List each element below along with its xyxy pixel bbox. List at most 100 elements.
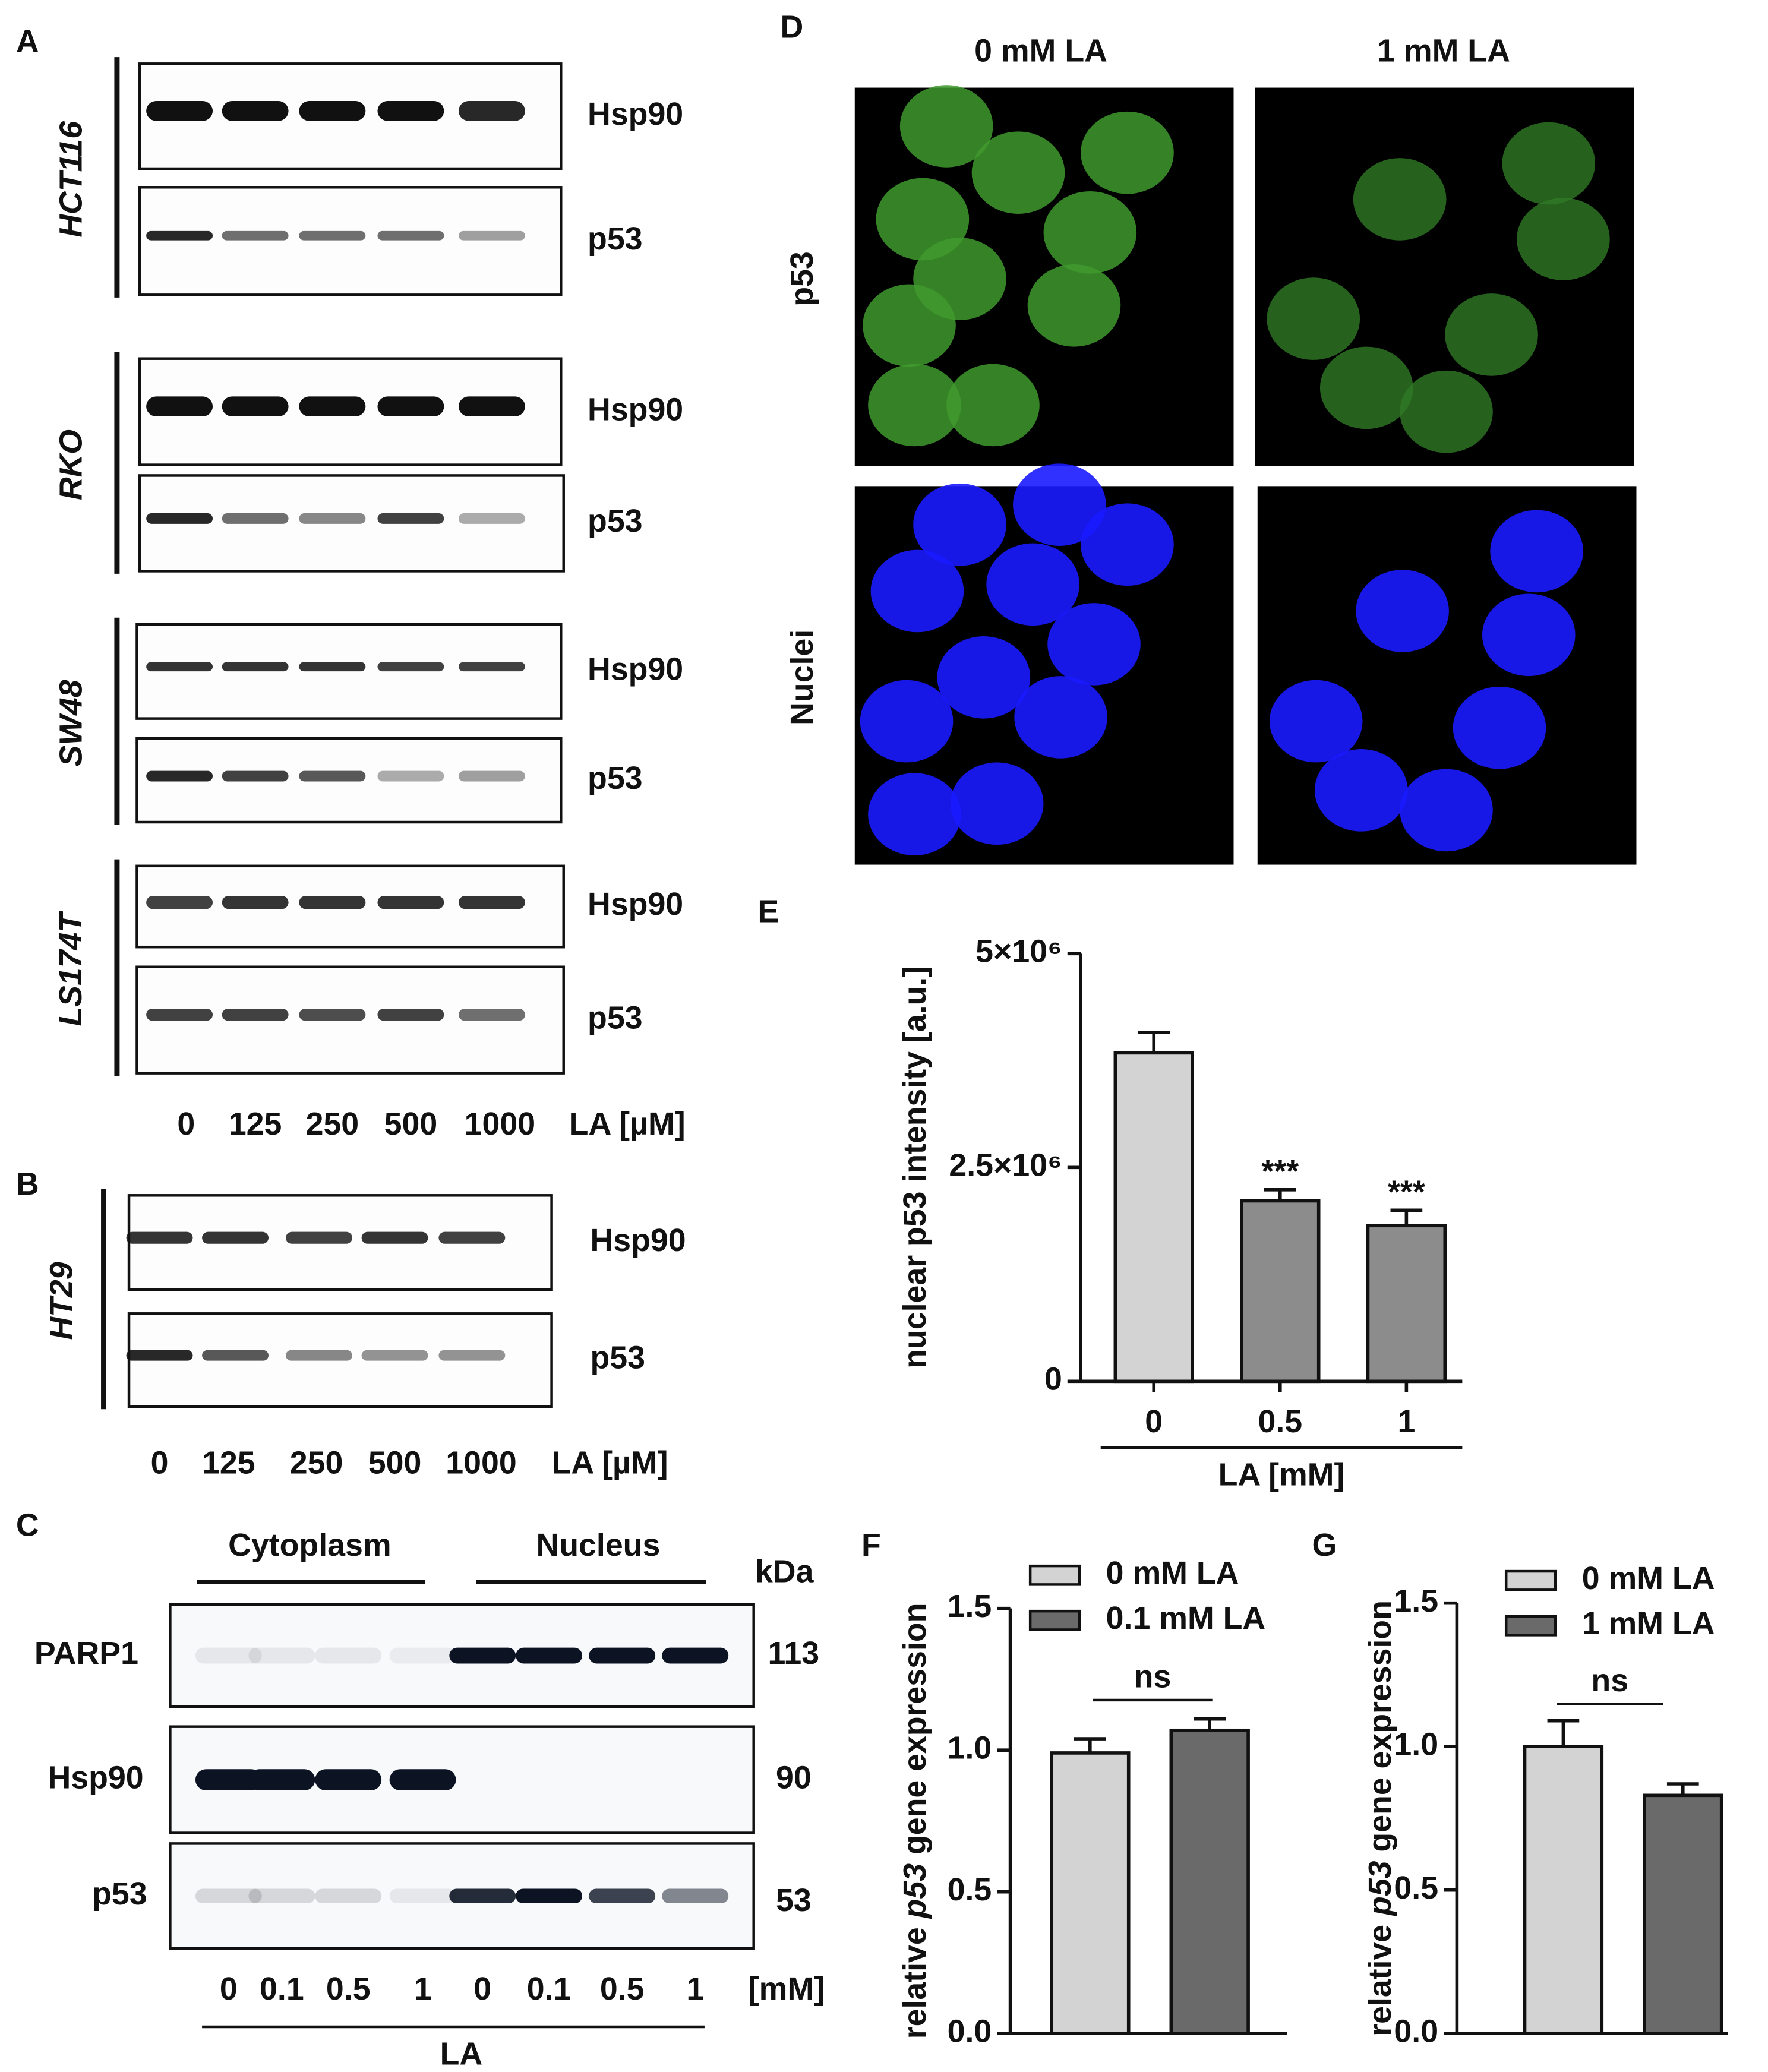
protein-label: Hsp90 — [588, 96, 683, 132]
band — [146, 662, 213, 672]
band — [299, 513, 366, 524]
protein-label: Hsp90 — [588, 651, 683, 687]
row-label: Nuclei — [784, 630, 820, 725]
bar — [1240, 1199, 1321, 1384]
band — [299, 230, 366, 241]
band — [195, 1769, 262, 1790]
panel-label: G — [1312, 1527, 1337, 1563]
panel-label: F — [861, 1527, 881, 1563]
y-axis-label-part: gene expression — [897, 1603, 933, 1863]
band — [589, 1888, 656, 1904]
lane-label: 0 — [473, 1971, 491, 2007]
blot-frame — [135, 623, 563, 720]
dose-label: 0 — [151, 1445, 169, 1480]
band — [377, 513, 444, 524]
dose-label: 250 — [306, 1106, 359, 1142]
legend-label: 0 mM LA — [1106, 1555, 1239, 1591]
panel-label: A — [16, 24, 39, 59]
band — [458, 396, 525, 416]
band — [449, 1647, 516, 1664]
cell-line-label: LS174T — [53, 911, 89, 1026]
nucleus — [950, 762, 1044, 845]
nucleus — [937, 636, 1031, 719]
protein-label: PARP1 — [34, 1635, 138, 1671]
band — [458, 230, 525, 241]
dose-label: 125 — [229, 1106, 282, 1142]
dose-label: 1000 — [465, 1106, 535, 1142]
y-axis-label-part: relative — [1362, 1916, 1398, 2036]
y-tick-label: 0.5 — [948, 1872, 992, 1907]
x-tick-label: 0 — [1145, 1404, 1163, 1439]
nucleus — [899, 85, 993, 168]
legend-label: 1 mM LA — [1582, 1606, 1715, 1641]
protein-label: Hsp90 — [588, 886, 683, 922]
band — [377, 1009, 444, 1021]
band — [458, 513, 525, 524]
y-axis-label: relative p53 gene expression — [1362, 1600, 1398, 2036]
lane-label: 0.1 — [527, 1971, 572, 2007]
protein-label: Hsp90 — [590, 1223, 686, 1258]
lane-label: 1 — [686, 1971, 704, 2007]
panel-label: E — [757, 893, 779, 929]
nucleus — [1400, 370, 1493, 453]
protein-label: p53 — [588, 503, 643, 539]
band — [662, 1888, 729, 1904]
nucleus — [1517, 198, 1610, 280]
legend-label: 0.1 mM LA — [1106, 1600, 1266, 1636]
nucleus — [1453, 686, 1546, 769]
band — [195, 1647, 262, 1664]
legend-swatch — [1504, 1569, 1557, 1591]
band — [458, 101, 525, 121]
bar — [1523, 1745, 1604, 2035]
band — [222, 230, 289, 241]
lane-label: 1 — [414, 1971, 432, 2007]
cell-line-label: RKO — [53, 429, 89, 500]
band — [516, 1888, 583, 1904]
band — [377, 396, 444, 416]
legend-swatch — [1504, 1615, 1557, 1637]
nucleus — [1314, 749, 1408, 832]
y-tick-label: 1.0 — [948, 1730, 992, 1765]
nucleus — [971, 131, 1065, 214]
band — [458, 896, 525, 909]
column-label: 1 mM LA — [1377, 33, 1510, 69]
fraction-label: Nucleus — [536, 1527, 660, 1563]
protein-label: p53 — [588, 760, 643, 796]
band — [299, 396, 366, 416]
y-tick-label: 0.5 — [1394, 1870, 1438, 1906]
band — [299, 896, 366, 909]
protein-label: Hsp90 — [48, 1760, 144, 1795]
band — [662, 1647, 729, 1664]
y-axis-label-part: p53 — [897, 1863, 933, 1920]
nucleus — [1043, 191, 1137, 274]
bar — [1050, 1751, 1131, 2035]
band — [248, 1647, 315, 1664]
band — [377, 662, 444, 672]
band — [202, 1350, 269, 1361]
y-axis-label-part: gene expression — [1362, 1600, 1398, 1861]
band — [248, 1888, 315, 1904]
significance: *** — [1261, 1154, 1299, 1189]
nucleus — [1013, 463, 1106, 546]
band — [146, 230, 213, 241]
y-tick-label: 5×10⁶ — [975, 934, 1062, 969]
band — [315, 1647, 382, 1664]
band — [389, 1647, 456, 1664]
band — [377, 230, 444, 241]
dose-unit: LA [µM] — [569, 1106, 686, 1142]
x-tick-label: 0.5 — [1258, 1404, 1302, 1439]
band — [458, 1009, 525, 1021]
significance: ns — [1591, 1663, 1628, 1698]
y-axis-label-part: p53 — [1362, 1861, 1398, 1917]
dose-unit: LA [µM] — [552, 1445, 668, 1480]
mw-label: 53 — [776, 1883, 812, 1918]
nucleus — [860, 680, 954, 763]
nucleus — [1081, 503, 1174, 586]
band — [222, 896, 289, 909]
band — [195, 1888, 262, 1904]
legend-swatch — [1028, 1564, 1081, 1586]
dose-label: 500 — [384, 1106, 438, 1142]
panel-label: D — [780, 9, 803, 45]
band — [377, 101, 444, 121]
